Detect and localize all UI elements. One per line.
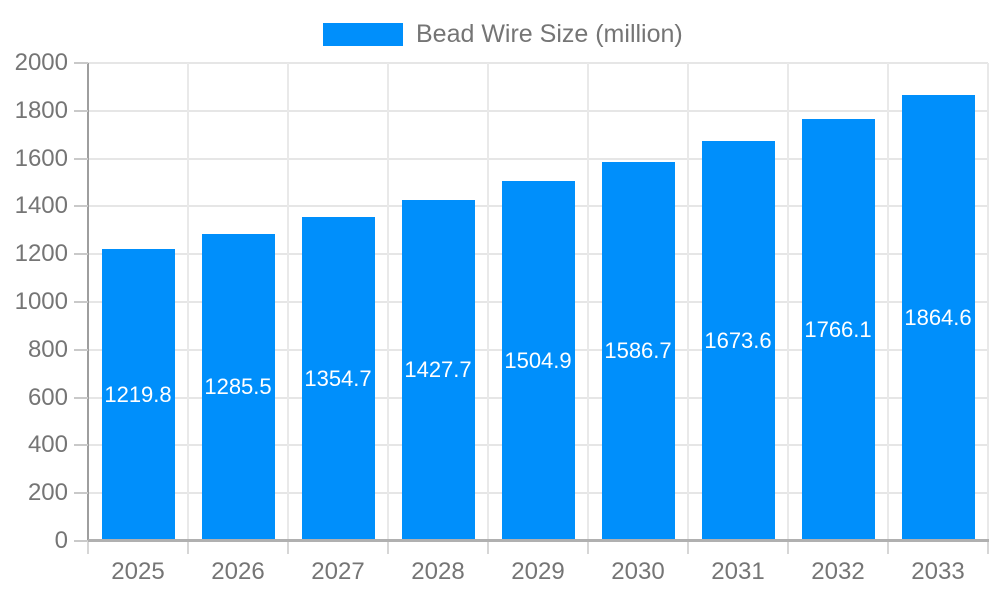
bar-value-label: 1766.1: [804, 316, 872, 342]
y-tick: [74, 396, 88, 399]
y-tick: [74, 492, 88, 495]
y-tick-label: 1000: [14, 288, 68, 315]
y-tick-label: 800: [27, 335, 68, 363]
bar[interactable]: 1219.8: [101, 249, 175, 541]
y-tick-label: 200: [27, 479, 68, 507]
legend-label: Bead Wire Size (million): [416, 20, 683, 48]
y-gridline: [88, 157, 988, 160]
x-tick: [587, 541, 589, 554]
bar-value-label: 1219.8: [104, 382, 172, 408]
y-axis-line: [87, 63, 89, 541]
y-tick-label: 600: [27, 383, 68, 411]
y-tick-label: 1600: [14, 144, 68, 172]
y-tick-label: 0: [54, 527, 68, 554]
x-axis-line: [88, 539, 989, 542]
x-tick-label: 2025: [111, 558, 165, 585]
x-tick: [687, 541, 689, 554]
x-gridline: [887, 63, 889, 541]
x-gridline: [187, 63, 189, 541]
x-tick: [287, 541, 289, 554]
y-tick: [74, 205, 88, 208]
bar-value-label: 1504.9: [504, 348, 572, 374]
bar-value-label: 1354.7: [304, 366, 372, 392]
bar-value-label: 1673.6: [704, 328, 772, 353]
y-tick: [74, 109, 88, 112]
y-tick: [74, 253, 88, 256]
x-gridline: [687, 63, 689, 541]
x-tick: [387, 541, 389, 554]
bar[interactable]: 1427.7: [401, 199, 475, 541]
bar-value-label: 1427.7: [404, 357, 472, 383]
y-tick: [74, 540, 88, 542]
x-tick: [87, 541, 89, 554]
y-tick-label: 1200: [14, 240, 68, 268]
x-gridline: [787, 63, 789, 541]
y-gridline: [88, 109, 988, 112]
legend-swatch: [323, 23, 403, 46]
bar-value-label: 1864.6: [904, 305, 972, 331]
y-tick: [74, 301, 88, 303]
x-tick-label: 2027: [311, 558, 365, 585]
y-tick-label: 1400: [14, 192, 68, 220]
y-tick: [74, 444, 88, 447]
x-tick-label: 2026: [211, 558, 265, 585]
x-tick-label: 2033: [911, 558, 965, 585]
x-tick: [887, 541, 889, 554]
bar-value-label: 1285.5: [204, 374, 272, 400]
bar[interactable]: 1766.1: [801, 118, 875, 541]
bar[interactable]: 1354.7: [301, 217, 375, 541]
x-gridline: [487, 63, 489, 541]
x-tick: [487, 541, 489, 554]
x-tick-label: 2029: [511, 558, 565, 585]
bar-value-label: 1586.7: [604, 338, 672, 364]
x-tick-label: 2031: [711, 558, 765, 585]
x-gridline: [587, 63, 589, 541]
x-tick-label: 2030: [611, 558, 665, 585]
x-gridline: [387, 63, 389, 541]
bar[interactable]: 1285.5: [201, 233, 275, 541]
x-gridline: [987, 63, 989, 541]
x-tick-label: 2032: [811, 558, 865, 585]
y-tick: [74, 62, 88, 64]
y-tick-label: 2000: [14, 49, 68, 76]
y-tick: [74, 157, 88, 160]
bar[interactable]: 1864.6: [901, 95, 975, 541]
bar[interactable]: 1504.9: [501, 181, 575, 541]
x-tick: [787, 541, 789, 554]
x-tick-label: 2028: [411, 558, 465, 585]
y-tick-label: 400: [27, 431, 68, 459]
x-tick: [987, 541, 989, 554]
bar[interactable]: 1586.7: [601, 161, 675, 541]
bar[interactable]: 1673.6: [701, 141, 775, 541]
y-tick: [74, 348, 88, 351]
y-tick-label: 1800: [14, 96, 68, 124]
y-gridline: [88, 62, 988, 64]
plot-area: 1219.8 1285.5 1354.7 1427.7 1504.9 1586.7 1673…: [87, 62, 989, 541]
x-gridline: [287, 63, 289, 541]
legend[interactable]: Bead Wire Size (million): [323, 20, 683, 49]
x-tick: [187, 541, 189, 554]
